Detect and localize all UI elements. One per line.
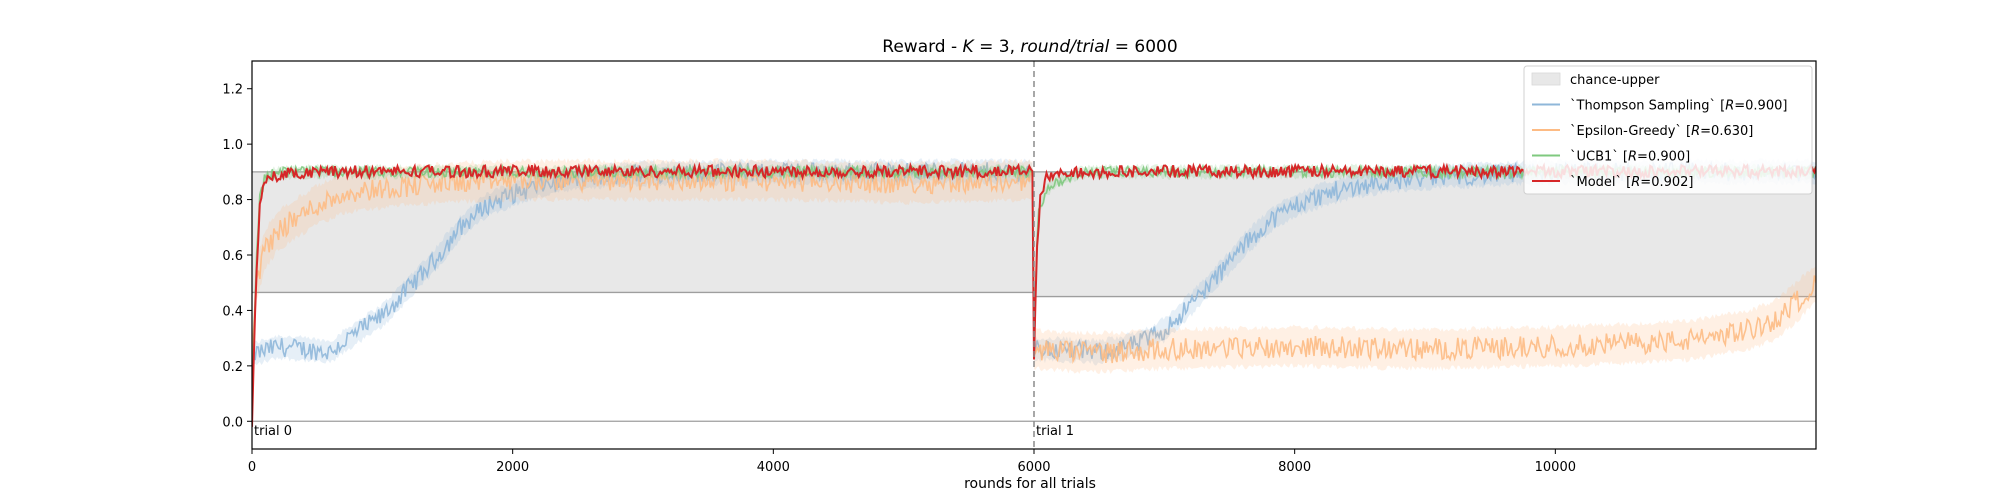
chart-title-k: K <box>963 37 976 57</box>
trial-label: trial 0 <box>254 424 292 439</box>
axes: trial 0 trial 1 0 2000 4000 6000 8000 10000 0.0 0… <box>222 60 1817 475</box>
legend-box <box>1523 65 1813 195</box>
legend-swatch-chance-upper <box>1531 72 1561 86</box>
chart-title: Reward - K = 3, round/trial = 6000 <box>882 37 1177 57</box>
x-tick-label: 10000 <box>1535 460 1576 475</box>
x-tick-label: 4000 <box>757 460 790 475</box>
chart-title-prefix: Reward - <box>882 37 962 57</box>
legend-label-ucb1-r-0-900: `UCB1` [R=0.900] <box>1570 150 1690 165</box>
legend-label-model-r-0-902: `Model` [R=0.902] <box>1570 175 1693 190</box>
legend: chance-upper `Thompson Sampling` [R=0.900… <box>1523 65 1813 195</box>
x-axis-label: rounds for all trials <box>964 476 1096 492</box>
x-tick-label: 6000 <box>1017 460 1050 475</box>
y-tick-label: 0.6 <box>222 249 243 264</box>
chart-title-round: round/trial <box>1020 37 1109 57</box>
y-tick-label: 1.0 <box>222 138 243 153</box>
chart-title-k-eq: = 3, <box>974 37 1021 57</box>
legend-label-chance-upper: chance-upper <box>1570 73 1660 88</box>
y-tick-label: 0.4 <box>222 304 243 319</box>
chart-title-round-eq: = 6000 <box>1109 37 1177 57</box>
y-tick-label: 0.2 <box>222 360 243 375</box>
y-tick-label: 1.2 <box>222 83 243 98</box>
y-tick-label: 0.8 <box>222 194 243 209</box>
y-tick-label: 0.0 <box>222 415 243 430</box>
x-tick-label: 8000 <box>1278 460 1311 475</box>
x-tick-label: 2000 <box>496 460 529 475</box>
legend-label-epsilon-greedy-r-0-630: `Epsilon-Greedy` [R=0.630] <box>1570 124 1753 139</box>
legend-label-thompson-sampling-r-0-900: `Thompson Sampling` [R=0.900] <box>1570 99 1787 114</box>
x-tick-label: 0 <box>248 460 256 475</box>
trial-label: trial 1 <box>1036 424 1074 439</box>
